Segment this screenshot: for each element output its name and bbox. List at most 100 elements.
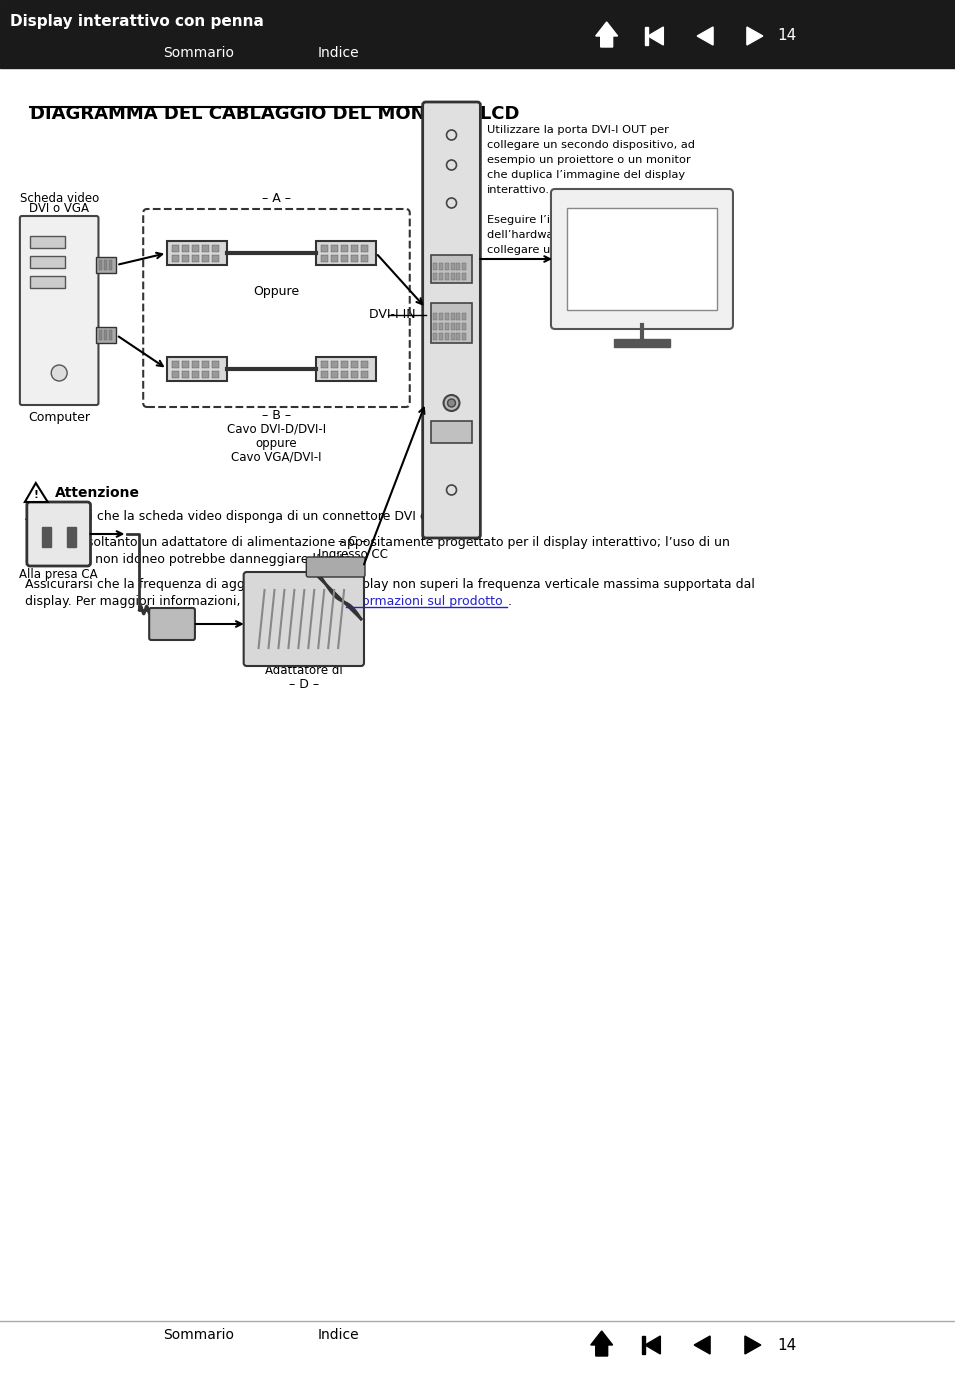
Bar bbox=[351, 254, 358, 261]
Circle shape bbox=[446, 485, 457, 495]
Text: DVI o VGA: DVI o VGA bbox=[29, 202, 89, 214]
Bar bbox=[444, 272, 448, 279]
Bar bbox=[42, 527, 51, 548]
Text: .: . bbox=[507, 595, 512, 609]
Text: – B –: – B – bbox=[262, 409, 291, 422]
Bar bbox=[463, 272, 467, 279]
Bar bbox=[105, 331, 108, 340]
Text: Sommario: Sommario bbox=[163, 1328, 234, 1342]
Text: Utilizzare soltanto un adattatore di alimentazione appositamente progettato per : Utilizzare soltanto un adattatore di ali… bbox=[25, 537, 730, 549]
Bar bbox=[450, 272, 454, 279]
Bar bbox=[444, 263, 448, 270]
Bar bbox=[361, 371, 368, 378]
Bar bbox=[322, 245, 328, 252]
Bar bbox=[463, 263, 467, 270]
Bar bbox=[322, 371, 328, 378]
Text: adattatore non idoneo potrebbe danneggiare l’unità.: adattatore non idoneo potrebbe danneggia… bbox=[25, 553, 356, 566]
Text: 14: 14 bbox=[778, 1337, 797, 1353]
Bar bbox=[192, 254, 199, 261]
Circle shape bbox=[446, 130, 457, 140]
Bar bbox=[167, 241, 227, 266]
Bar bbox=[361, 361, 368, 368]
Polygon shape bbox=[694, 1336, 710, 1354]
Bar bbox=[182, 361, 189, 368]
Bar bbox=[172, 361, 179, 368]
Bar bbox=[316, 241, 376, 266]
Text: Eseguire l’installazione completa: Eseguire l’installazione completa bbox=[488, 214, 676, 225]
Bar bbox=[439, 263, 443, 270]
Bar bbox=[433, 272, 437, 279]
Bar bbox=[457, 333, 461, 340]
Bar bbox=[361, 254, 368, 261]
Bar bbox=[100, 260, 103, 270]
FancyBboxPatch shape bbox=[244, 573, 364, 667]
Bar bbox=[439, 272, 443, 279]
Bar bbox=[30, 256, 64, 268]
Bar bbox=[212, 254, 219, 261]
Bar bbox=[331, 371, 338, 378]
Text: Assicurarsi che la frequenza di aggiornamento del display non superi la frequenz: Assicurarsi che la frequenza di aggiorna… bbox=[25, 578, 755, 591]
Bar bbox=[439, 313, 443, 319]
Bar bbox=[457, 272, 461, 279]
Text: 14: 14 bbox=[778, 29, 797, 43]
Bar bbox=[457, 324, 461, 331]
Polygon shape bbox=[25, 483, 48, 502]
Text: Oppure: Oppure bbox=[253, 285, 300, 297]
Bar bbox=[96, 257, 116, 272]
Bar bbox=[361, 245, 368, 252]
Text: Cavo VGA/DVI-I: Cavo VGA/DVI-I bbox=[231, 451, 322, 465]
Text: Ingresso CC: Ingresso CC bbox=[318, 548, 388, 561]
Bar bbox=[457, 313, 461, 319]
Bar bbox=[463, 313, 467, 319]
Bar bbox=[450, 313, 454, 319]
Text: Display interattivo con penna: Display interattivo con penna bbox=[10, 14, 264, 29]
Text: alimentazione: alimentazione bbox=[262, 650, 346, 662]
Bar bbox=[450, 333, 454, 340]
Bar bbox=[202, 254, 209, 261]
Text: esempio un proiettore o un monitor: esempio un proiettore o un monitor bbox=[488, 155, 691, 165]
Bar bbox=[192, 371, 199, 378]
Bar bbox=[172, 371, 179, 378]
Bar bbox=[182, 245, 189, 252]
Bar bbox=[457, 263, 461, 270]
Text: Cavo DVI-D/DVI-I: Cavo DVI-D/DVI-I bbox=[227, 423, 326, 436]
Bar bbox=[331, 254, 338, 261]
Bar bbox=[450, 263, 454, 270]
Bar bbox=[202, 361, 209, 368]
Bar bbox=[109, 331, 112, 340]
Text: – D –: – D – bbox=[289, 678, 319, 692]
Bar bbox=[182, 254, 189, 261]
Bar bbox=[444, 333, 448, 340]
Bar bbox=[316, 357, 376, 380]
Text: – C –: – C – bbox=[339, 535, 368, 548]
Bar bbox=[341, 245, 348, 252]
Bar bbox=[30, 277, 64, 288]
Text: interattivo.: interattivo. bbox=[488, 185, 550, 195]
Bar bbox=[212, 371, 219, 378]
Bar bbox=[172, 254, 179, 261]
Bar bbox=[192, 361, 199, 368]
Text: Alla presa CA: Alla presa CA bbox=[19, 568, 98, 581]
Polygon shape bbox=[747, 28, 763, 46]
Bar bbox=[341, 361, 348, 368]
Circle shape bbox=[447, 400, 455, 407]
Bar bbox=[433, 324, 437, 331]
Bar bbox=[351, 245, 358, 252]
Bar bbox=[645, 28, 648, 46]
Text: Assicurarsi che la scheda video disponga di un connettore DVI o VGA.: Assicurarsi che la scheda video disponga… bbox=[25, 510, 462, 523]
Text: Adattatore di: Adattatore di bbox=[265, 664, 343, 678]
Text: Scheda video: Scheda video bbox=[19, 192, 99, 205]
Bar bbox=[450, 324, 454, 331]
Text: collegare un secondo dispositivo, ad: collegare un secondo dispositivo, ad bbox=[488, 140, 695, 149]
Text: oppure: oppure bbox=[255, 437, 298, 449]
Bar bbox=[331, 245, 338, 252]
FancyBboxPatch shape bbox=[20, 216, 99, 405]
Bar bbox=[463, 324, 467, 331]
FancyBboxPatch shape bbox=[551, 189, 733, 329]
Bar bbox=[0, 0, 955, 68]
Bar bbox=[341, 254, 348, 261]
Bar bbox=[202, 371, 209, 378]
Text: che duplica l’immagine del display: che duplica l’immagine del display bbox=[488, 170, 685, 180]
Bar bbox=[444, 324, 448, 331]
Bar bbox=[322, 254, 328, 261]
